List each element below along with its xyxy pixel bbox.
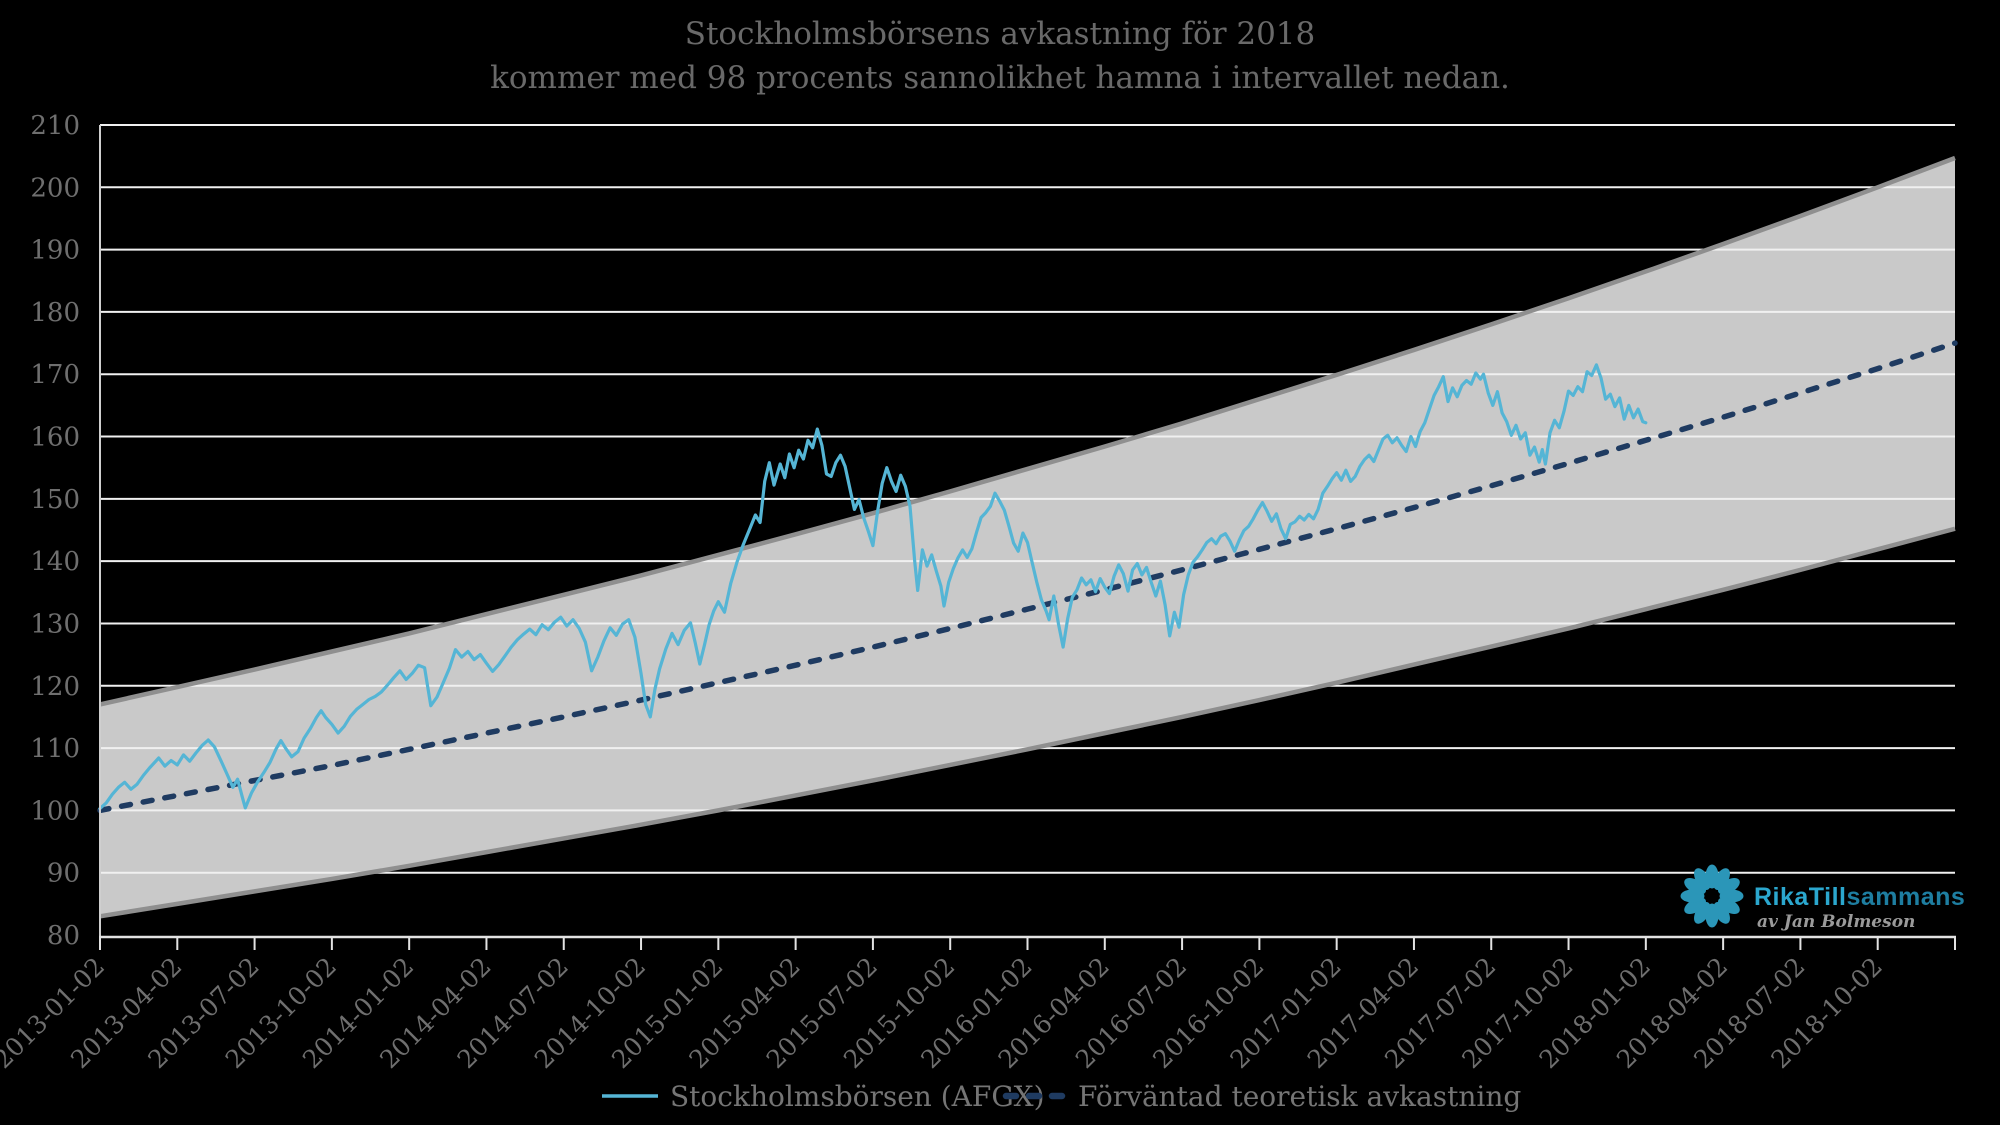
y-tick-label: 210 <box>30 111 80 141</box>
legend-afgx-label: Stockholmsbörsen (AFGX) <box>670 1080 1045 1113</box>
y-tick-label: 170 <box>30 360 80 390</box>
y-tick-label: 80 <box>47 921 80 951</box>
legend-expected-label: Förväntad teoretisk avkastning <box>1078 1080 1521 1113</box>
y-tick-label: 160 <box>30 423 80 453</box>
y-tick-label: 140 <box>30 547 80 577</box>
y-tick-label: 190 <box>30 236 80 266</box>
y-tick-label: 150 <box>30 485 80 515</box>
logo-petal <box>1694 868 1711 891</box>
y-tick-label: 180 <box>30 298 80 328</box>
expected-return-line <box>97 340 1958 814</box>
y-tick-label: 120 <box>30 672 80 702</box>
y-tick-label: 200 <box>30 173 80 203</box>
afgx-line <box>98 363 1648 811</box>
legend: Stockholmsbörsen (AFGX) Förväntad teoret… <box>602 1080 1521 1113</box>
axes <box>99 125 1956 950</box>
chart-title-line1: Stockholmsbörsens avkastning för 2018 <box>685 16 1316 52</box>
logo-brand-first: RikaTill <box>1754 883 1846 911</box>
y-axis-labels: 80 90 100 110 120 130 140 150 160 170 180 190 200 210 <box>30 111 80 951</box>
x-axis-labels: 2013-01-022013-04-022013-07-022013-10-02… <box>0 952 1888 1074</box>
logo-brand-rest: sammans <box>1846 883 1965 911</box>
logo-brand-text: RikaTillsammans <box>1754 883 1965 911</box>
confidence-band-edges <box>99 155 1956 919</box>
logo-flower-icon <box>1680 864 1744 928</box>
y-tick-label: 100 <box>30 796 80 826</box>
logo-byline: av Jan Bolmeson <box>1757 912 1915 932</box>
y-tick-label: 130 <box>30 609 80 639</box>
y-tick-label: 90 <box>47 859 80 889</box>
confidence-band <box>100 158 1955 917</box>
chart-title-line2: kommer med 98 procents sannolikhet hamna… <box>490 60 1510 96</box>
y-tick-label: 110 <box>30 734 80 764</box>
rikatillsammans-logo: RikaTillsammans av Jan Bolmeson <box>1680 864 1965 932</box>
